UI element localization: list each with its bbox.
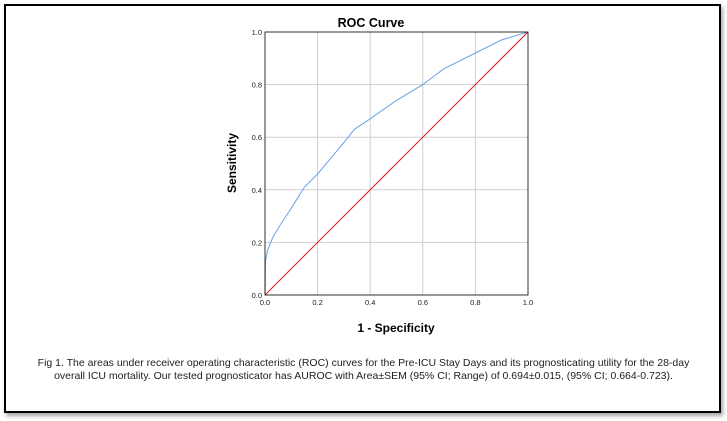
figure-caption: Fig 1. The areas under receiver operatin… [30, 357, 697, 383]
y-tick-label: 0.4 [252, 186, 262, 195]
series-layer [264, 31, 529, 296]
x-axis-label: 1 - Specificity [357, 321, 435, 335]
plot-area [264, 31, 529, 296]
caption-line-2: overall ICU mortality. Our tested progno… [54, 370, 673, 382]
y-tick-label: 0.2 [252, 238, 262, 247]
x-tick-label: 0.6 [418, 298, 428, 307]
y-tick-label: 1.0 [252, 28, 262, 37]
chart-title: ROC Curve [338, 16, 405, 30]
x-tick-label: 0.8 [470, 298, 480, 307]
x-tick-label: 0.0 [260, 298, 270, 307]
x-tick-label: 0.2 [312, 298, 322, 307]
grid-lines [265, 32, 528, 295]
y-tick-label: 0.0 [252, 291, 262, 300]
y-tick-label: 0.6 [252, 133, 262, 142]
y-tick-label: 0.8 [252, 81, 262, 90]
roc-curve-line [264, 31, 529, 296]
reference-diagonal-line [264, 31, 529, 296]
figure-frame [4, 4, 721, 413]
y-axis-label: Sensitivity [225, 133, 239, 193]
caption-line-1: Fig 1. The areas under receiver operatin… [37, 357, 690, 369]
x-tick-label: 0.4 [365, 298, 375, 307]
x-tick-label: 1.0 [523, 298, 533, 307]
tick-labels: 0.0 0.2 0.4 0.6 0.8 1.0 0.0 0.2 0.4 0.6 0.8 1.0 [252, 28, 534, 307]
